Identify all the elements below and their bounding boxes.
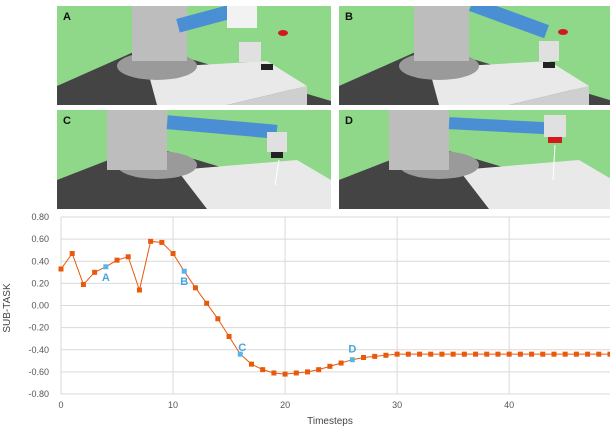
data-point <box>58 266 64 272</box>
data-point <box>428 351 434 357</box>
data-point <box>596 351 602 357</box>
data-point <box>361 354 367 360</box>
data-point <box>304 369 310 375</box>
data-point <box>473 351 479 357</box>
y-tick-label: 0.20 <box>31 278 49 288</box>
data-point <box>114 257 120 263</box>
data-point <box>181 268 187 274</box>
data-point <box>338 360 344 366</box>
data-point <box>92 269 98 275</box>
data-point <box>461 351 467 357</box>
data-point <box>260 367 266 373</box>
robot-scene-d <box>339 110 610 209</box>
x-tick-label: 10 <box>168 400 178 410</box>
annotation-label-c: C <box>238 342 246 354</box>
data-point <box>69 251 75 257</box>
data-point <box>204 300 210 306</box>
panel-letter-c: C <box>63 115 71 127</box>
y-tick-label: -0.20 <box>28 323 49 333</box>
data-point <box>271 370 277 376</box>
data-point <box>80 281 86 287</box>
data-point <box>125 254 131 260</box>
robot-scene-a <box>57 6 331 105</box>
y-tick-label: 0.80 <box>31 212 49 222</box>
y-tick-labels: 0.80 0.60 0.40 0.20 0.00 -0.20 -0.40 -0.60 -0.80 <box>28 212 49 399</box>
series-markers <box>58 238 610 377</box>
snapshot-panel-c: C <box>57 110 331 209</box>
robot-scene-c <box>57 110 331 209</box>
panel-letter-a: A <box>63 11 71 23</box>
x-tick-labels: 0 10 20 30 40 <box>58 400 514 410</box>
x-tick-label: 0 <box>58 400 63 410</box>
data-point <box>248 361 254 367</box>
data-point <box>215 316 221 322</box>
data-point <box>540 351 546 357</box>
robot-scene-b <box>339 6 610 105</box>
data-point <box>170 251 176 257</box>
data-point <box>237 351 243 357</box>
data-point <box>484 351 490 357</box>
data-point <box>394 351 400 357</box>
y-tick-label: 0.60 <box>31 234 49 244</box>
grid-lines <box>60 216 610 395</box>
annotation-label-a: A <box>102 272 110 284</box>
x-tick-label: 30 <box>392 400 402 410</box>
annotation-label-d: D <box>348 344 356 356</box>
x-tick-label: 20 <box>280 400 290 410</box>
data-point <box>282 371 288 377</box>
data-point <box>103 264 109 270</box>
data-point <box>349 357 355 363</box>
annotations: A B C D <box>102 272 356 356</box>
data-point <box>562 351 568 357</box>
data-point <box>372 353 378 359</box>
y-tick-label: 0.00 <box>31 301 49 311</box>
data-point <box>383 352 389 358</box>
data-point <box>293 370 299 376</box>
y-tick-label: -0.60 <box>28 367 49 377</box>
y-axis-title: SUB-TASK <box>2 283 13 333</box>
data-point <box>495 351 501 357</box>
data-point <box>439 351 445 357</box>
data-point <box>136 287 142 293</box>
data-point <box>551 351 557 357</box>
panel-letter-b: B <box>345 11 353 23</box>
y-tick-label: -0.80 <box>28 389 49 399</box>
x-tick-label: 40 <box>504 400 514 410</box>
data-point <box>506 351 512 357</box>
data-point <box>417 351 423 357</box>
data-point <box>529 351 535 357</box>
data-point <box>159 239 165 245</box>
data-point <box>450 351 456 357</box>
data-point <box>148 238 154 244</box>
annotation-label-b: B <box>180 276 188 288</box>
panel-letter-d: D <box>345 115 353 127</box>
data-point <box>607 351 610 357</box>
data-point <box>327 363 333 369</box>
subtask-line-chart: 0.80 0.60 0.40 0.20 0.00 -0.20 -0.40 -0.60 -0.80… <box>2 212 610 427</box>
data-point <box>226 333 232 339</box>
data-point <box>316 367 322 373</box>
snapshot-panel-a: A <box>57 6 331 105</box>
data-point <box>573 351 579 357</box>
y-tick-label: 0.40 <box>31 256 49 266</box>
data-point <box>405 351 411 357</box>
x-axis-title: Timesteps <box>307 416 353 427</box>
snapshot-panel-b: B <box>339 6 610 105</box>
data-point <box>517 351 523 357</box>
data-point <box>585 351 591 357</box>
snapshot-panel-d: D <box>339 110 610 209</box>
data-point <box>192 285 198 291</box>
y-tick-label: -0.40 <box>28 345 49 355</box>
